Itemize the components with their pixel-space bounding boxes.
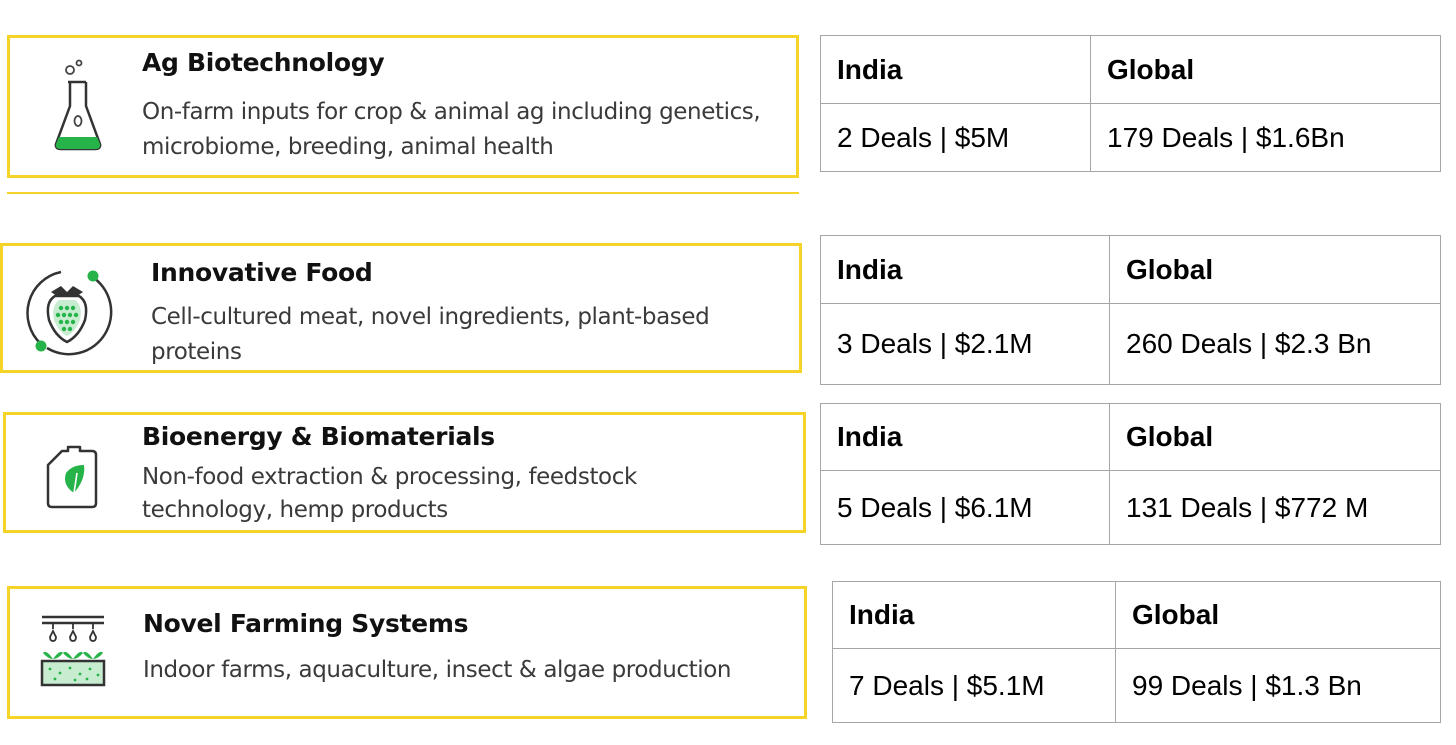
- india-deals: 5 Deals | $6.1M: [820, 470, 1110, 545]
- divider: [7, 192, 799, 194]
- sector-description: Non-food extraction & processing, feedst…: [142, 464, 637, 523]
- sector-description: On-farm inputs for crop & animal ag incl…: [142, 99, 761, 160]
- sector-description: Indoor farms, aquaculture, insect & alga…: [143, 657, 732, 683]
- flask-icon: [50, 58, 106, 159]
- global-deals: 131 Deals | $772 M: [1109, 470, 1441, 545]
- sector-title: Novel Farming Systems: [143, 609, 469, 638]
- sector-card-bioenergy-biomaterials: Bioenergy & Biomaterials Non-food extrac…: [3, 412, 806, 533]
- global-deals: 260 Deals | $2.3 Bn: [1109, 303, 1441, 385]
- strawberry-icon: [21, 264, 117, 365]
- global-header: Global: [1115, 581, 1441, 649]
- india-header: India: [820, 403, 1110, 471]
- deals-table-bioenergy-biomaterials: India Global 5 Deals | $6.1M 131 Deals |…: [820, 403, 1441, 545]
- deals-table-innovative-food: India Global 3 Deals | $2.1M 260 Deals |…: [820, 235, 1441, 385]
- global-header: Global: [1109, 403, 1441, 471]
- india-header: India: [820, 235, 1110, 304]
- sector-card-novel-farming-systems: Novel Farming Systems Indoor farms, aqua…: [7, 586, 807, 719]
- sector-card-ag-biotechnology: Ag Biotechnology On-farm inputs for crop…: [7, 35, 799, 178]
- india-header: India: [820, 35, 1091, 104]
- global-deals: 179 Deals | $1.6Bn: [1090, 103, 1441, 172]
- india-deals: 3 Deals | $2.1M: [820, 303, 1110, 385]
- indoor-farm-icon: [40, 613, 106, 694]
- sector-title: Ag Biotechnology: [142, 48, 385, 77]
- global-header: Global: [1109, 235, 1441, 304]
- sector-card-innovative-food: Innovative Food Cell-cultured meat, nove…: [0, 243, 802, 373]
- sector-title: Innovative Food: [151, 258, 373, 287]
- india-header: India: [832, 581, 1116, 649]
- global-header: Global: [1090, 35, 1441, 104]
- india-deals: 2 Deals | $5M: [820, 103, 1091, 172]
- india-deals: 7 Deals | $5.1M: [832, 648, 1116, 723]
- global-deals: 99 Deals | $1.3 Bn: [1115, 648, 1441, 723]
- fuel-canister-icon: [44, 445, 100, 514]
- sector-title: Bioenergy & Biomaterials: [142, 422, 495, 451]
- sector-description: Cell-cultured meat, novel ingredients, p…: [151, 304, 710, 365]
- deals-table-novel-farming-systems: India Global 7 Deals | $5.1M 99 Deals | …: [832, 581, 1441, 723]
- deals-table-ag-biotechnology: India Global 2 Deals | $5M 179 Deals | $…: [820, 35, 1441, 172]
